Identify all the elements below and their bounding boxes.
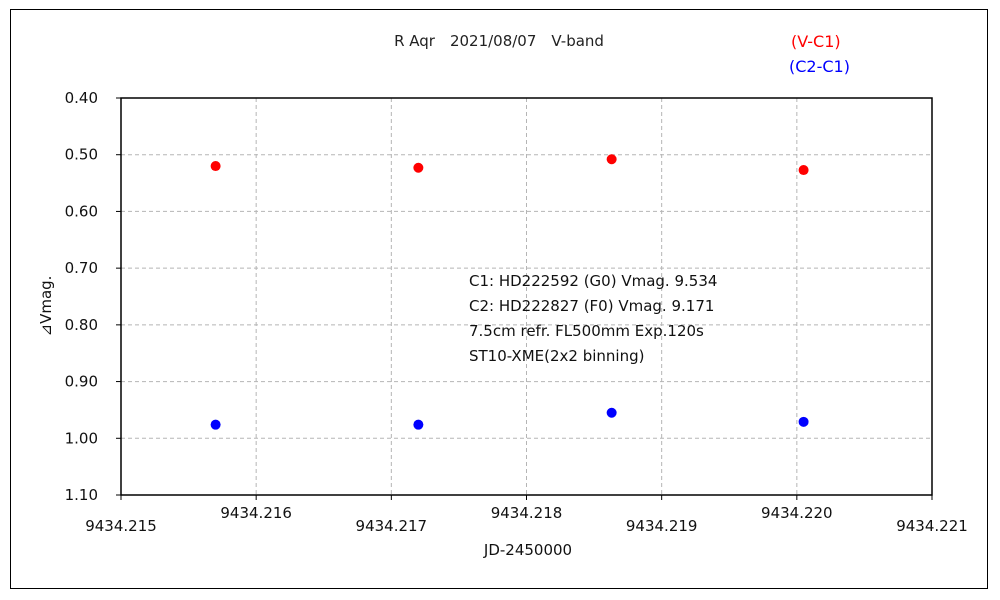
annotation-c2: C2: HD222827 (F0) Vmag. 9.171 (469, 297, 714, 315)
annotation-c1: C1: HD222592 (G0) Vmag. 9.534 (469, 272, 717, 290)
y-tick-label: 1.00 (65, 429, 98, 447)
scatter-chart: 0.40 0.50 0.60 0.70 0.80 0.90 1.00 1.10 9434.215… (37, 32, 968, 559)
x-tick-label: 9434.221 (896, 517, 968, 535)
y-tick-label: 0.90 (65, 373, 98, 391)
x-tick-label: 9434.216 (220, 504, 292, 522)
point-v-c1 (413, 162, 424, 173)
axis-ticks: 0.40 0.50 0.60 0.70 0.80 0.90 1.00 1.10 9434.215… (65, 89, 968, 535)
annotation-camera: ST10-XME(2x2 binning) (469, 347, 644, 365)
chart-title: R Aqr 2021/08/07 V-band (394, 32, 604, 50)
legend-entry-c2-c1: (C2-C1) (789, 57, 850, 76)
y-tick-label: 1.10 (65, 486, 98, 504)
y-tick-label: 0.40 (65, 89, 98, 107)
x-tick-label: 9434.217 (356, 517, 428, 535)
x-axis-label: JD-2450000 (483, 541, 572, 559)
x-tick-label: 9434.215 (85, 517, 157, 535)
y-axis-label: ⊿Vmag. (37, 276, 55, 337)
x-tick-label: 9434.219 (626, 517, 698, 535)
x-tick-label: 9434.220 (761, 504, 833, 522)
y-tick-label: 0.50 (65, 146, 98, 164)
y-tick-label: 0.60 (65, 202, 98, 220)
y-tick-label: 0.80 (65, 316, 98, 334)
annotation-telescope: 7.5cm refr. FL500mm Exp.120s (469, 322, 704, 340)
point-c2-c1 (606, 407, 617, 418)
data-points (210, 154, 809, 430)
point-c2-c1 (413, 419, 424, 430)
legend-entry-v-c1: (V-C1) (791, 32, 841, 51)
point-c2-c1 (210, 419, 221, 430)
point-v-c1 (210, 161, 221, 172)
x-tick-label: 9434.218 (491, 504, 563, 522)
point-c2-c1 (798, 416, 809, 427)
point-v-c1 (606, 154, 617, 165)
y-tick-label: 0.70 (65, 259, 98, 277)
chart-frame: 0.40 0.50 0.60 0.70 0.80 0.90 1.00 1.10 9434.215… (10, 9, 988, 589)
point-v-c1 (798, 165, 809, 176)
grid (121, 98, 932, 495)
